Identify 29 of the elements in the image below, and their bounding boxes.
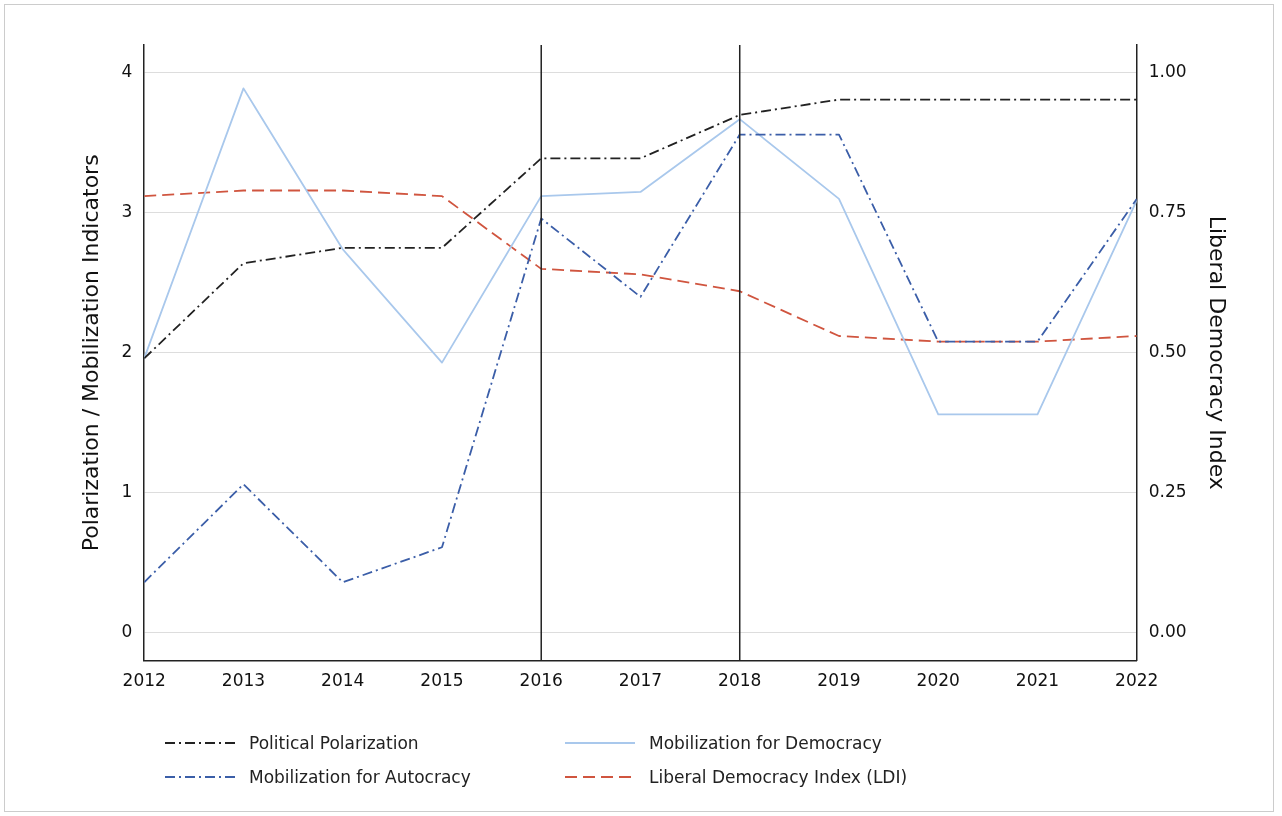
x-tick-label: 2019	[817, 670, 861, 691]
y2-axis-title: Liberal Democracy Index	[1205, 215, 1231, 490]
x-tick-label: 2015	[420, 670, 464, 691]
y2-tick-label: 0.50	[1148, 341, 1187, 362]
legend-label: Liberal Democracy Index (LDI)	[649, 767, 908, 787]
y-tick-label: 2	[121, 341, 133, 362]
y-axis-title: Polarization / Mobilization Indicators	[77, 154, 103, 552]
y2-tick-label: 1.00	[1148, 61, 1187, 82]
legend-label: Political Polarization	[249, 733, 419, 753]
x-tick-label: 2018	[718, 670, 762, 691]
legend-label: Mobilization for Autocracy	[249, 767, 471, 787]
y2-tick-label: 0.25	[1148, 481, 1187, 502]
x-tick-label: 2012	[122, 670, 166, 691]
line-series	[144, 133, 1137, 584]
y-tick-label: 3	[121, 201, 133, 222]
x-tick-label: 2022	[1115, 670, 1159, 691]
legend-label: Mobilization for Democracy	[649, 733, 882, 753]
y-tick-label: 0	[121, 621, 133, 642]
y2-tick-label: 0.00	[1148, 621, 1187, 642]
x-tick-label: 2021	[1015, 670, 1060, 691]
x-tick-label: 2016	[519, 670, 563, 691]
x-tick-label: 2014	[321, 670, 365, 691]
y-tick-label: 4	[121, 61, 133, 82]
x-tick-label: 2017	[618, 670, 663, 691]
x-tick-label: 2020	[916, 670, 960, 691]
y2-tick-label: 0.75	[1148, 201, 1187, 222]
line-series	[144, 189, 1137, 343]
y-tick-label: 1	[121, 481, 133, 502]
x-tick-label: 2013	[221, 670, 266, 691]
